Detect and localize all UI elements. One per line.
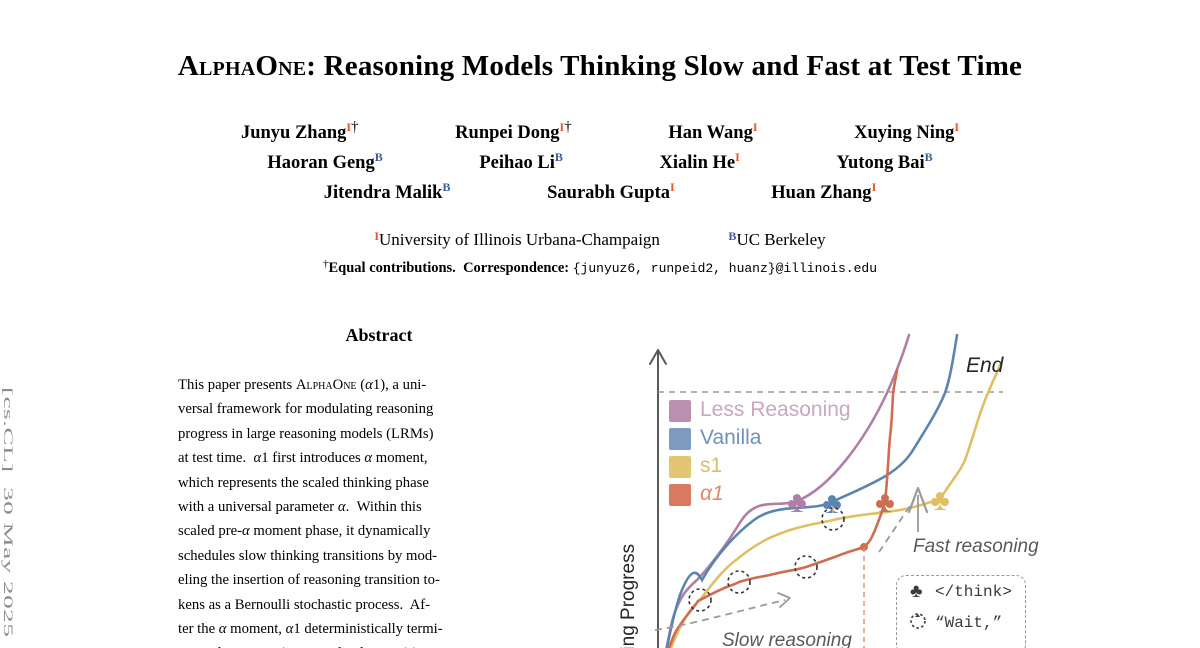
svg-text:♣: ♣ — [822, 487, 842, 520]
svg-text:♣: ♣ — [930, 484, 950, 517]
svg-text:♣: ♣ — [875, 486, 895, 519]
svg-text:♣: ♣ — [787, 486, 807, 519]
